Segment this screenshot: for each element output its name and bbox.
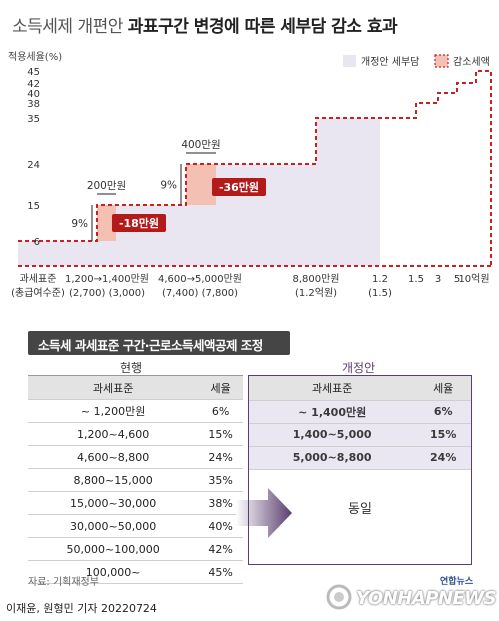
x-tick-label: (1.2억원) (295, 287, 337, 299)
watermark-brand: 연합뉴스 (440, 577, 474, 587)
saving1-label: -18만원 (119, 216, 159, 230)
x-tick-label: 4,600→5,000만원 (158, 273, 242, 285)
bracket-cell: 8,800~15,000 (28, 468, 199, 492)
table-row: 1,400~5,000 15% (249, 423, 471, 447)
rate-cell: 45% (198, 560, 243, 584)
bracket-cell: ~ 1,400만원 (249, 400, 416, 424)
page-title: 소득세제 개편안 과표구간 변경에 따른 세부담 감소 효과 (12, 12, 398, 37)
bracket-cell: 4,600~8,800 (28, 445, 199, 469)
saving-area-2 (186, 164, 216, 205)
saving-area-1 (97, 205, 116, 241)
y-tick-label: 42 (27, 79, 40, 90)
x-tick-label: (2,700) (3,000) (69, 288, 145, 299)
x-tick-label: 1,200→1,400만원 (65, 273, 149, 285)
x-tick-label: 8,800만원 (292, 273, 339, 285)
y-tick-label: 24 (27, 160, 40, 171)
bracket-cell: 5,000~8,800 (249, 446, 416, 470)
y-tick-label: 15 (27, 201, 40, 212)
x-tick-label: 10억원 (458, 273, 489, 285)
gap2-label: 9% (160, 180, 177, 192)
x-tick-label: (총급여수준) (11, 287, 65, 299)
saving2-badge (212, 178, 266, 196)
width1-label: 200만원 (87, 180, 126, 192)
width2-label: 400만원 (181, 139, 220, 151)
header-cell: 과세표준 (249, 376, 416, 401)
bracket-cell: 1,200~4,600 (28, 422, 199, 446)
header-cell: 과세표준 (28, 375, 199, 400)
rate-cell: 24% (198, 445, 243, 469)
yonhap-logo-icon (326, 584, 352, 610)
current-header-row: 과세표준 세율 (28, 375, 243, 400)
arrow-icon (236, 488, 292, 538)
table-row: 1,200~4,600 15% (28, 422, 243, 446)
x-tick-label: 1.2 (372, 274, 388, 285)
rate-cell: 35% (198, 468, 243, 492)
y-axis-label: 적용세율(%) (8, 51, 62, 63)
table-row: 15,000~30,000 38% (28, 491, 243, 515)
bracket-cell: 50,000~100,000 (28, 537, 199, 561)
header-cell: 세율 (415, 376, 471, 401)
current-caption: 현행 (120, 361, 143, 375)
legend-label-reform: 개정안 세부담 (361, 56, 419, 68)
legend-swatch-saving (434, 54, 449, 68)
legend-swatch-reform (343, 55, 356, 67)
reform-burden-area (18, 118, 380, 266)
bracket-cell: 100,000~ (28, 560, 199, 584)
y-tick-label: 38 (27, 99, 40, 110)
rate-cell: 6% (415, 400, 471, 424)
bracket-cell: 30,000~50,000 (28, 514, 199, 538)
x-tick-label: 과세표준 (20, 273, 57, 285)
rate-cell: 15% (198, 422, 243, 446)
reform-header-row: 과세표준 세율 (249, 376, 471, 401)
current-rate-line (18, 70, 492, 266)
saving1-badge (112, 214, 166, 232)
table-row: ~ 1,200만원 6% (28, 399, 243, 423)
title-bold: 과표구간 변경에 따른 세부담 감소 효과 (127, 17, 398, 37)
table-row: ~ 1,400만원 6% (249, 400, 471, 424)
reform-table: 과세표준 세율 ~ 1,400만원 6% 1,400~5,000 15% 5,000~8… (249, 376, 471, 470)
gap1-label: 9% (71, 218, 88, 230)
bracket-cell: ~ 1,200만원 (28, 399, 199, 423)
bracket-cell: 1,400~5,000 (249, 423, 416, 447)
rate-cell: 6% (198, 399, 243, 423)
saving2-label: -36만원 (219, 180, 259, 194)
same-label: 동일 (348, 502, 372, 517)
header-cell: 세율 (198, 375, 243, 400)
watermark-text: YONHAPNEWS (356, 588, 497, 609)
table-row: 50,000~100,000 42% (28, 537, 243, 561)
current-table: 과세표준 세율 ~ 1,200만원 6% 1,200~4,600 15% 4,600~8… (28, 375, 243, 584)
section-title: 소득세 과세표준 구간·근로소득세액공제 조정 (28, 331, 290, 355)
x-tick-label: 3 (435, 274, 441, 285)
y-tick-label: 45 (27, 67, 40, 78)
y-tick-label: 6 (34, 237, 40, 248)
watermark: 연합뉴스 YONHAPNEWS (322, 574, 497, 614)
title-light: 소득세제 개편안 (12, 17, 123, 37)
x-tick-label: 5 (454, 274, 460, 285)
table-row: 30,000~50,000 40% (28, 514, 243, 538)
table-row: 8,800~15,000 35% (28, 468, 243, 492)
rate-cell: 42% (198, 537, 243, 561)
y-tick-label: 40 (27, 89, 40, 100)
rate-cell: 15% (415, 423, 471, 447)
rate-cell: 38% (198, 491, 243, 515)
table-row: 4,600~8,800 24% (28, 445, 243, 469)
x-tick-label: 1.5 (408, 274, 424, 285)
rate-cell: 40% (198, 514, 243, 538)
byline: 이재윤, 원형민 기자 20220724 (6, 602, 157, 615)
x-tick-label: (1.5) (368, 288, 392, 299)
reform-caption: 개정안 (342, 361, 376, 375)
bracket-cell: 15,000~30,000 (28, 491, 199, 515)
table-row: 5,000~8,800 24% (249, 446, 471, 470)
legend-label-saving: 감소세액 (453, 56, 490, 68)
reform-box: 과세표준 세율 ~ 1,400만원 6% 1,400~5,000 15% 5,000~8… (248, 375, 472, 565)
table-row: 100,000~ 45% (28, 560, 243, 584)
source: 자료: 기획재정부 (28, 577, 99, 588)
rate-cell: 24% (415, 446, 471, 470)
x-tick-label: (7,400) (7,800) (162, 288, 238, 299)
y-tick-label: 35 (27, 114, 40, 125)
